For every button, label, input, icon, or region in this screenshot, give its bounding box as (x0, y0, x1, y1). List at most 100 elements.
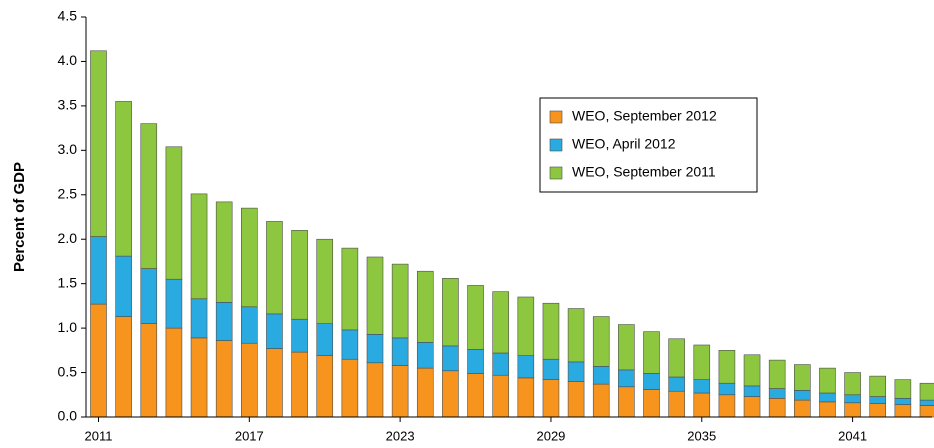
bar-segment (819, 392, 836, 403)
legend-swatch (549, 110, 563, 124)
x-tick-label: 2035 (687, 428, 716, 443)
bar-segment (341, 247, 359, 331)
bar-segment (341, 358, 359, 418)
bar-segment (215, 201, 233, 303)
bar-segment (768, 388, 786, 399)
bar-segment (291, 230, 308, 320)
bar-segment (819, 367, 836, 394)
bar-segment (693, 392, 711, 418)
bar-segment (794, 364, 811, 391)
bar-segment (592, 316, 610, 367)
bar-segment (794, 390, 811, 401)
x-tick-label: 2011 (85, 428, 113, 443)
bar-segment (391, 365, 409, 418)
legend-label: WEO, April 2012 (572, 136, 676, 152)
bar-segment (165, 327, 183, 418)
bar-segment (844, 372, 861, 396)
bar-segment (316, 323, 334, 356)
bar-segment (90, 303, 107, 418)
bar-segment (215, 302, 233, 341)
bar-segment (190, 193, 208, 300)
bar-segment (467, 373, 484, 418)
bar-segment (743, 396, 761, 418)
bar-segment (165, 278, 183, 329)
bar-segment (391, 337, 409, 366)
bar-segment (190, 337, 208, 418)
bar-segment (517, 355, 535, 379)
bar-segment (768, 359, 786, 389)
bar-segment (718, 350, 736, 384)
x-tick-label: 2029 (536, 428, 565, 443)
bar-segment (115, 316, 132, 418)
bar-segment (869, 375, 887, 397)
bar-segment (416, 367, 434, 418)
bar-segment (140, 323, 158, 418)
bar-segment (919, 399, 934, 406)
bar-segment (768, 398, 786, 418)
bar-segment (241, 207, 258, 308)
bar-segment (140, 268, 158, 324)
bar-segment (442, 345, 459, 372)
bar-segment (919, 382, 934, 401)
y-tick-label: 1.0 (58, 319, 78, 335)
bar-segment (668, 376, 685, 392)
legend-swatch (549, 138, 563, 152)
y-tick-label: 4.0 (58, 52, 78, 68)
bar-segment (743, 354, 761, 387)
bar-segment (919, 405, 934, 418)
bar-segment (316, 355, 334, 418)
bar-segment (869, 396, 887, 404)
bar-segment (592, 383, 610, 418)
bar-segment (291, 351, 308, 418)
bar-segment (668, 338, 685, 378)
bar-segment (894, 398, 912, 405)
bar-segment (844, 394, 861, 404)
bar-segment (567, 361, 585, 382)
bar-segment (215, 340, 233, 418)
bar-segment (391, 263, 409, 339)
bar-segment (316, 238, 334, 324)
x-tick-label: 2041 (838, 428, 867, 443)
bar-segment (643, 389, 660, 418)
legend-box (539, 97, 758, 193)
bar-segment (517, 296, 535, 356)
bar-segment (693, 344, 711, 380)
bar-segment (416, 342, 434, 369)
bar-segment (165, 146, 183, 280)
y-tick-label: 0.0 (58, 408, 78, 424)
bar-segment (115, 255, 132, 317)
bar-segment (366, 334, 384, 364)
bar-segment (492, 374, 509, 418)
bar-segment (241, 342, 258, 418)
bar-segment (743, 385, 761, 397)
bar-segment (618, 386, 635, 418)
legend-label: WEO, September 2011 (572, 164, 716, 180)
y-tick-label: 3.0 (58, 141, 78, 157)
bar-segment (643, 331, 660, 374)
bar-segment (266, 313, 283, 349)
bar-segment (416, 270, 434, 343)
y-tick-label: 0.5 (58, 363, 78, 379)
bar-segment (517, 377, 535, 418)
x-tick-label: 2023 (386, 428, 415, 443)
bar-segment (819, 401, 836, 418)
bar-segment (467, 285, 484, 350)
bar-segment (442, 278, 459, 347)
x-tick-label: 2017 (235, 428, 264, 443)
bar-segment (90, 50, 107, 237)
legend-swatch (549, 166, 563, 180)
bar-segment (442, 370, 459, 418)
bar-segment (115, 101, 132, 257)
bar-segment (567, 381, 585, 418)
bar-segment (542, 379, 560, 418)
bar-segment (894, 379, 912, 399)
bar-segment (90, 236, 107, 305)
bar-segment (592, 366, 610, 385)
bar-segment (467, 349, 484, 374)
bar-segment (542, 358, 560, 380)
bar-segment (668, 390, 685, 418)
bar-segment (542, 302, 560, 360)
bar-segment (794, 399, 811, 418)
y-axis-label: Percent of GDP (11, 162, 28, 272)
